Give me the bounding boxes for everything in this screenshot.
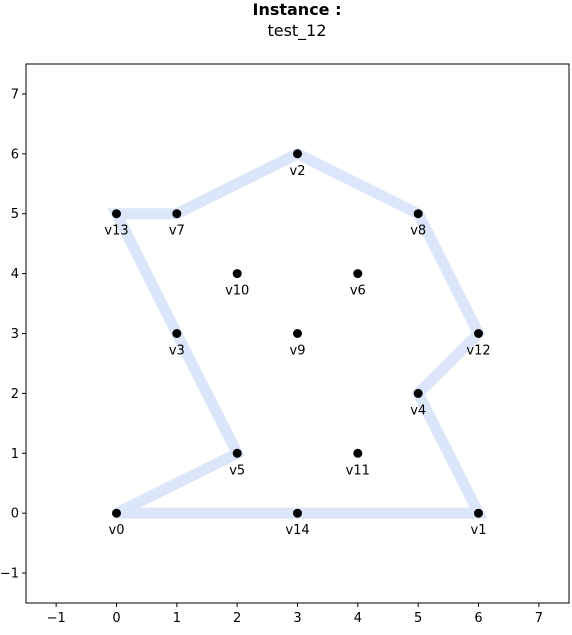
point-label-v6: v6 (350, 284, 366, 299)
point-v2 (293, 149, 302, 159)
point-label-v4: v4 (410, 403, 426, 418)
point-v10 (232, 269, 242, 279)
y-tick-label-0: −1 (0, 567, 19, 582)
y-tick-label-8: 7 (11, 87, 19, 102)
chart-subtitle: test_12 (267, 21, 326, 41)
point-v7 (172, 209, 182, 219)
x-tick-label-5: 4 (354, 611, 362, 626)
y-tick-label-6: 5 (11, 207, 19, 222)
point-v9 (293, 329, 302, 338)
point-label-v14: v14 (285, 523, 309, 538)
point-label-v11: v11 (346, 463, 370, 478)
point-v3 (172, 329, 182, 338)
point-label-v9: v9 (290, 344, 306, 359)
point-label-v3: v3 (169, 344, 185, 359)
x-tick-label-4: 3 (293, 611, 301, 626)
x-tick-label-1: 0 (112, 611, 120, 626)
x-tick-label-2: 1 (173, 611, 181, 626)
chart-title: Instance : (252, 0, 341, 19)
point-v8 (413, 209, 423, 219)
point-v0 (112, 508, 121, 518)
x-tick-label-6: 5 (414, 611, 422, 626)
y-tick-label-2: 1 (11, 447, 19, 462)
y-tick-label-1: 0 (11, 507, 19, 522)
point-label-v13: v13 (104, 224, 128, 239)
point-label-v1: v1 (471, 523, 487, 538)
axes-layer: −1 0 1 2 3 4 5 6 7 −1 0 1 2 3 4 5 6 7 (0, 63, 570, 626)
point-label-v0: v0 (109, 523, 125, 538)
x-tick-label-8: 7 (535, 611, 543, 626)
point-v14 (293, 508, 302, 518)
y-tick-label-5: 4 (11, 267, 19, 282)
points-layer (112, 149, 483, 518)
point-label-v5: v5 (229, 463, 245, 478)
point-v6 (353, 269, 363, 279)
point-v5 (232, 448, 242, 458)
x-tick-label-3: 2 (233, 611, 241, 626)
point-v4 (413, 388, 423, 398)
x-tick-label-7: 6 (474, 611, 482, 626)
point-label-v8: v8 (410, 224, 426, 239)
point-label-v10: v10 (225, 284, 249, 299)
tour-path (107, 147, 488, 519)
y-tick-label-7: 6 (11, 147, 19, 162)
y-tick-label-3: 2 (11, 387, 19, 402)
x-tick-label-0: −1 (47, 611, 66, 626)
point-v12 (474, 329, 483, 338)
point-labels-layer: v0 v1 v2 v3 v4 v5 v6 v7 v8 v9 v10 v11 v12 v13 v14 (104, 164, 490, 538)
point-v11 (353, 448, 363, 458)
point-label-v2: v2 (290, 164, 306, 179)
point-label-v7: v7 (169, 224, 185, 239)
tour-layer (107, 147, 488, 519)
point-label-v12: v12 (466, 344, 490, 359)
point-v13 (112, 209, 121, 219)
y-tick-label-4: 3 (11, 327, 19, 342)
point-v1 (474, 508, 483, 518)
